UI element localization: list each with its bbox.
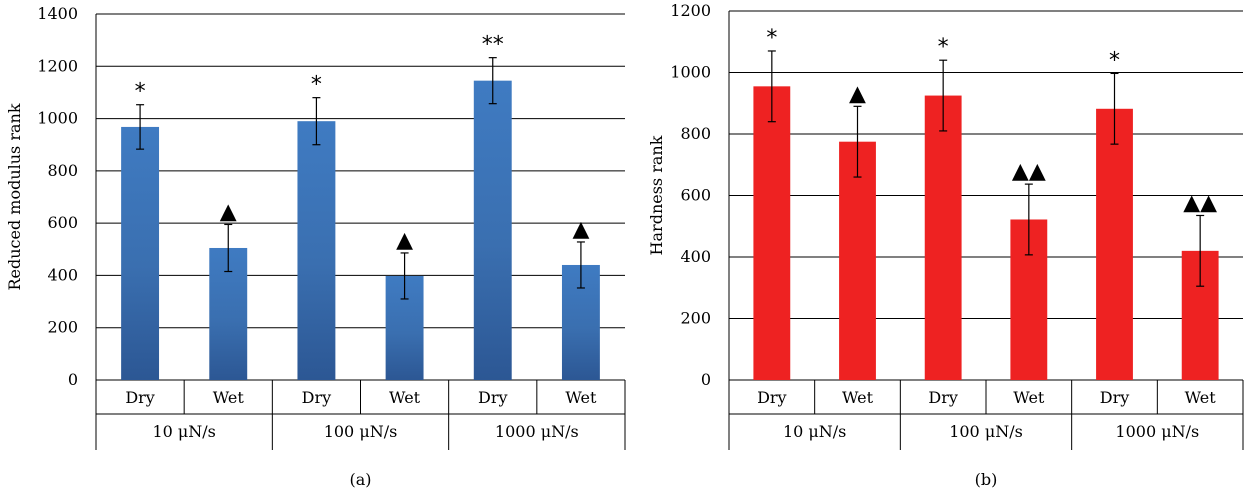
y-tick-label: 1000 bbox=[670, 63, 711, 82]
x-category-label: Wet bbox=[842, 388, 874, 407]
bar bbox=[297, 121, 336, 380]
bar bbox=[473, 80, 512, 381]
chart-panel-2: 0 200 400 600 800 1000 1200 Hardness rank * Dry ▲ W… bbox=[647, 1, 1244, 489]
bar bbox=[753, 86, 791, 381]
x-category-label: Dry bbox=[757, 388, 787, 407]
panel-label: (a) bbox=[349, 470, 371, 489]
y-tick-label: 600 bbox=[47, 213, 78, 232]
significance-marker: ▲ bbox=[849, 81, 866, 106]
y-tick-label: 1200 bbox=[37, 56, 78, 75]
bar bbox=[121, 126, 160, 381]
y-tick-label: 800 bbox=[680, 124, 711, 143]
significance-marker: ▲ bbox=[572, 217, 589, 242]
y-axis-title: Reduced modulus rank bbox=[5, 103, 24, 290]
y-tick-label: 400 bbox=[680, 247, 711, 266]
significance-marker: * bbox=[766, 26, 777, 51]
x-group-label: 100 μN/s bbox=[949, 422, 1023, 441]
significance-marker: * bbox=[1109, 48, 1120, 73]
x-category-label: Dry bbox=[478, 388, 508, 407]
y-tick-label: 600 bbox=[680, 186, 711, 205]
bar bbox=[924, 95, 962, 380]
significance-marker: ▲ bbox=[396, 228, 413, 253]
panel-label: (b) bbox=[975, 470, 998, 489]
significance-marker: * bbox=[311, 73, 322, 98]
x-category-label: Dry bbox=[1100, 388, 1130, 407]
x-group-label: 1000 μN/s bbox=[495, 422, 579, 441]
y-tick-label: 200 bbox=[680, 309, 711, 328]
x-group-label: 1000 μN/s bbox=[1115, 422, 1199, 441]
x-category-label: Dry bbox=[302, 388, 332, 407]
x-category-label: Wet bbox=[1185, 388, 1217, 407]
significance-marker: ** bbox=[482, 33, 504, 58]
bar bbox=[1096, 108, 1133, 380]
significance-marker: * bbox=[135, 80, 146, 105]
y-tick-label: 800 bbox=[47, 161, 78, 180]
bar bbox=[839, 141, 876, 380]
x-group-label: 100 μN/s bbox=[324, 422, 398, 441]
x-group-label: 10 μN/s bbox=[783, 422, 846, 441]
significance-marker: ▲▲ bbox=[1012, 159, 1046, 184]
x-group-label: 10 μN/s bbox=[152, 422, 215, 441]
x-category-label: Wet bbox=[389, 388, 421, 407]
x-category-label: Wet bbox=[1013, 388, 1045, 407]
y-axis-title: Hardness rank bbox=[647, 135, 666, 255]
chart-panel-1: 0 200 400 600 800 1000 1200 1400 Reduced modulus… bbox=[5, 4, 626, 489]
x-category-label: Dry bbox=[125, 388, 155, 407]
significance-marker: * bbox=[938, 35, 949, 60]
x-category-label: Wet bbox=[213, 388, 245, 407]
y-tick-label: 400 bbox=[47, 265, 78, 284]
y-tick-label: 0 bbox=[701, 370, 711, 389]
y-tick-label: 0 bbox=[68, 370, 78, 389]
x-category-label: Wet bbox=[565, 388, 597, 407]
significance-marker: ▲▲ bbox=[1183, 190, 1217, 215]
y-tick-label: 1400 bbox=[37, 4, 78, 23]
y-tick-label: 1200 bbox=[670, 1, 711, 20]
y-tick-label: 200 bbox=[47, 318, 78, 337]
x-category-label: Dry bbox=[928, 388, 958, 407]
y-tick-label: 1000 bbox=[37, 109, 78, 128]
significance-marker: ▲ bbox=[220, 199, 237, 224]
